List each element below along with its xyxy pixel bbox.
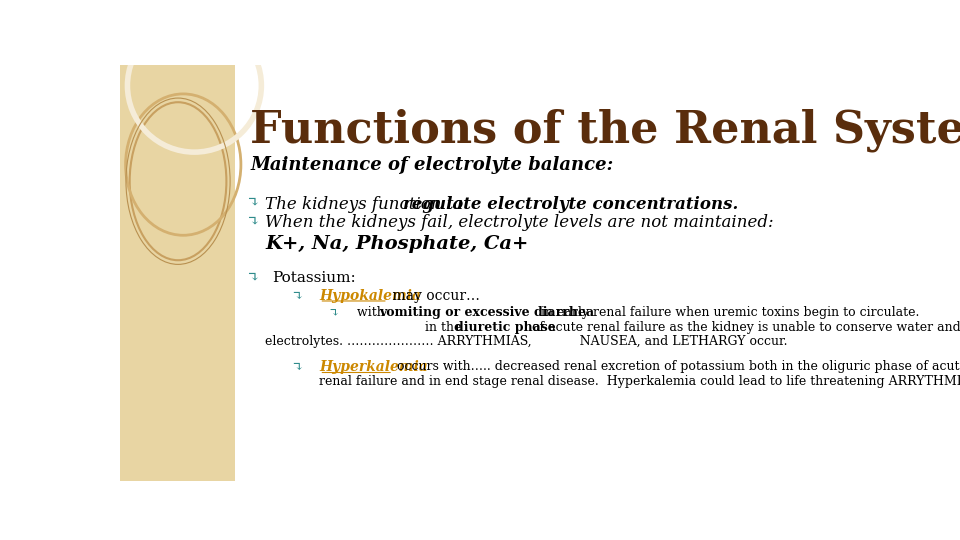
Text: Potassium:: Potassium: bbox=[273, 271, 356, 285]
Text: ↴: ↴ bbox=[247, 271, 259, 285]
Text: ↴: ↴ bbox=[291, 360, 302, 374]
Text: ↴: ↴ bbox=[247, 214, 259, 228]
Text: Maintenance of electrolyte balance:: Maintenance of electrolyte balance: bbox=[251, 156, 613, 174]
Text: ↴: ↴ bbox=[328, 306, 339, 319]
Text: vomiting or excessive diarrhea: vomiting or excessive diarrhea bbox=[379, 306, 594, 319]
Text: with: with bbox=[356, 306, 389, 319]
Text: in early renal failure when uremic toxins begin to circulate.: in early renal failure when uremic toxin… bbox=[538, 306, 920, 319]
Text: electrolytes. ………………… ARRYTHMIAS,            NAUSEA, and LETHARGY occur.: electrolytes. ………………… ARRYTHMIAS, NAUSEA… bbox=[265, 335, 787, 348]
Text: Hypokalemia: Hypokalemia bbox=[320, 288, 421, 302]
FancyBboxPatch shape bbox=[120, 65, 235, 481]
Text: of acute renal failure as the kidney is unable to conserve water and: of acute renal failure as the kidney is … bbox=[528, 321, 960, 334]
Text: ↴: ↴ bbox=[247, 196, 259, 210]
Text: diuretic phase: diuretic phase bbox=[455, 321, 556, 334]
Text: ↴: ↴ bbox=[291, 288, 302, 302]
Text: renal failure and in end stage renal disease.  Hyperkalemia could lead to life t: renal failure and in end stage renal dis… bbox=[320, 375, 960, 388]
Text: Functions of the Renal System: Functions of the Renal System bbox=[251, 109, 960, 152]
Text: When the kidneys fail, electrolyte levels are not maintained:: When the kidneys fail, electrolyte level… bbox=[265, 214, 774, 232]
Text: The kidneys function to: The kidneys function to bbox=[265, 196, 468, 213]
Text: occurs with….. decreased renal excretion of potassium both in the oliguric phase: occurs with….. decreased renal excretion… bbox=[393, 360, 960, 373]
Text: may occur…: may occur… bbox=[388, 288, 480, 302]
Text: K+, Na, Phosphate, Ca+: K+, Na, Phosphate, Ca+ bbox=[265, 235, 528, 253]
Text: regulate electrolyte concentrations.: regulate electrolyte concentrations. bbox=[403, 196, 738, 213]
Text: in the: in the bbox=[425, 321, 466, 334]
Text: Hyperkalemia: Hyperkalemia bbox=[320, 360, 428, 374]
